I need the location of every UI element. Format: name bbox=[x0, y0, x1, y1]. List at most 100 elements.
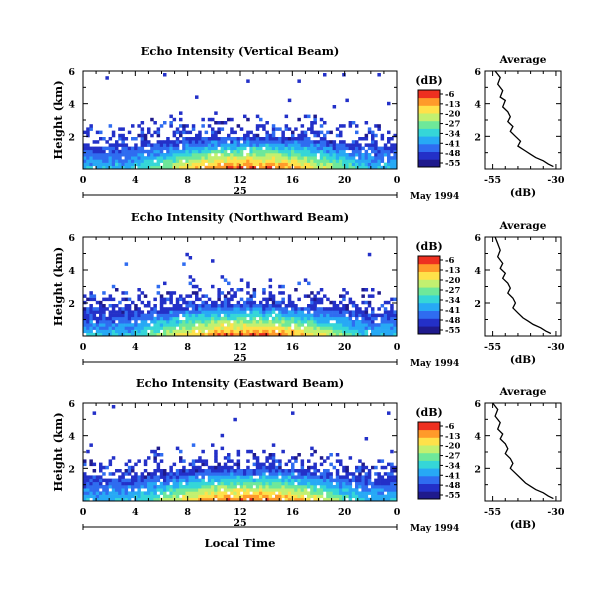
echo-cell bbox=[182, 310, 186, 314]
echo-cell bbox=[390, 165, 394, 170]
echo-cell bbox=[243, 481, 247, 486]
echo-cell bbox=[188, 478, 193, 483]
echo-cell bbox=[227, 485, 231, 489]
echo-cell bbox=[262, 149, 266, 154]
echo-cell bbox=[281, 469, 285, 473]
echo-cell bbox=[297, 323, 301, 327]
echo-cell bbox=[246, 485, 250, 489]
echo-cell bbox=[239, 478, 244, 483]
echo-cell bbox=[95, 153, 100, 157]
echo-cell bbox=[169, 488, 173, 492]
echo-cell bbox=[217, 332, 221, 337]
echo-cell bbox=[390, 297, 394, 302]
echo-cell bbox=[147, 162, 151, 167]
echo-cell bbox=[188, 310, 193, 314]
echo-cell bbox=[313, 149, 317, 154]
colorbar-frame bbox=[417, 89, 441, 168]
echo-cell bbox=[89, 326, 93, 330]
echo-cell bbox=[95, 156, 100, 160]
echo-cell bbox=[310, 304, 314, 308]
echo-cell bbox=[201, 117, 205, 122]
echo-cell bbox=[377, 497, 381, 502]
echo-cell bbox=[188, 294, 193, 298]
echo-cell bbox=[297, 488, 301, 492]
echo-cell bbox=[163, 323, 167, 327]
echo-cell bbox=[236, 156, 241, 160]
echo-cell bbox=[358, 332, 362, 337]
echo-cell bbox=[233, 162, 237, 167]
echo-cell bbox=[156, 133, 161, 138]
echo-cell bbox=[300, 140, 305, 144]
echo-cell bbox=[364, 159, 369, 163]
echo-cell bbox=[374, 491, 378, 495]
x-tick-label: 0 bbox=[80, 175, 87, 186]
echo-cell bbox=[300, 320, 305, 324]
echo-cell bbox=[278, 156, 282, 160]
echo-cell bbox=[265, 491, 269, 495]
echo-cell bbox=[300, 475, 305, 479]
echo-cell bbox=[105, 491, 109, 495]
echo-cell bbox=[195, 469, 199, 473]
heatmap-title: Echo Intensity (Northward Beam) bbox=[131, 210, 349, 224]
echo-cell bbox=[195, 310, 199, 314]
echo-cell bbox=[367, 481, 372, 486]
echo-cell bbox=[182, 156, 186, 160]
echo-cell bbox=[198, 488, 202, 492]
echo-cell bbox=[198, 288, 202, 292]
echo-cell bbox=[185, 478, 189, 483]
echo-cell bbox=[83, 149, 87, 154]
echo-cell bbox=[339, 133, 343, 138]
echo-cell bbox=[95, 491, 100, 495]
echo-cell bbox=[204, 313, 209, 318]
echo-cell bbox=[223, 465, 228, 470]
echo-cell bbox=[131, 156, 135, 160]
echo-cell bbox=[191, 326, 196, 330]
echo-cell bbox=[121, 133, 125, 138]
echo-cell bbox=[230, 156, 234, 160]
echo-cell bbox=[236, 300, 241, 305]
echo-cell bbox=[300, 478, 305, 483]
echo-cell bbox=[211, 140, 215, 144]
echo-cell bbox=[223, 320, 228, 324]
echo-cell bbox=[131, 488, 135, 492]
echo-cell bbox=[271, 485, 276, 489]
echo-cell bbox=[355, 332, 359, 337]
echo-cell bbox=[111, 316, 116, 321]
echo-cell bbox=[220, 153, 225, 157]
echo-cell bbox=[319, 462, 324, 467]
echo-cell bbox=[118, 316, 122, 321]
echo-cell bbox=[271, 137, 276, 141]
colorbar-segment bbox=[418, 105, 440, 114]
echo-cell bbox=[278, 162, 282, 167]
echo-cell bbox=[214, 449, 218, 454]
echo-cell bbox=[239, 485, 244, 489]
echo-cell bbox=[198, 456, 202, 460]
echo-cell bbox=[147, 472, 151, 476]
echo-cell bbox=[287, 472, 292, 476]
colorbar-tick-label: -13 bbox=[445, 100, 460, 110]
echo-cell bbox=[281, 323, 285, 327]
echo-cell bbox=[239, 494, 244, 499]
echo-cell bbox=[115, 469, 119, 473]
echo-cell bbox=[361, 310, 365, 314]
echo-cell bbox=[99, 469, 103, 473]
echo-cell bbox=[303, 153, 308, 157]
echo-cell bbox=[361, 162, 365, 167]
echo-cell bbox=[83, 494, 87, 499]
echo-cell bbox=[294, 469, 298, 473]
echo-cell bbox=[259, 143, 263, 147]
echo-cell bbox=[127, 491, 132, 495]
echo-cell bbox=[179, 326, 183, 330]
echo-cell bbox=[351, 475, 356, 479]
echo-cell bbox=[163, 156, 167, 160]
echo-cell bbox=[326, 494, 330, 499]
echo-cell bbox=[175, 162, 180, 167]
echo-cell bbox=[303, 140, 308, 144]
echo-cell bbox=[374, 323, 378, 327]
echo-cell bbox=[297, 297, 301, 302]
echo-cell bbox=[339, 491, 343, 495]
echo-cell bbox=[140, 497, 145, 502]
echo-cell bbox=[332, 310, 337, 314]
echo-cell bbox=[127, 297, 132, 302]
echo-cell bbox=[223, 121, 228, 125]
